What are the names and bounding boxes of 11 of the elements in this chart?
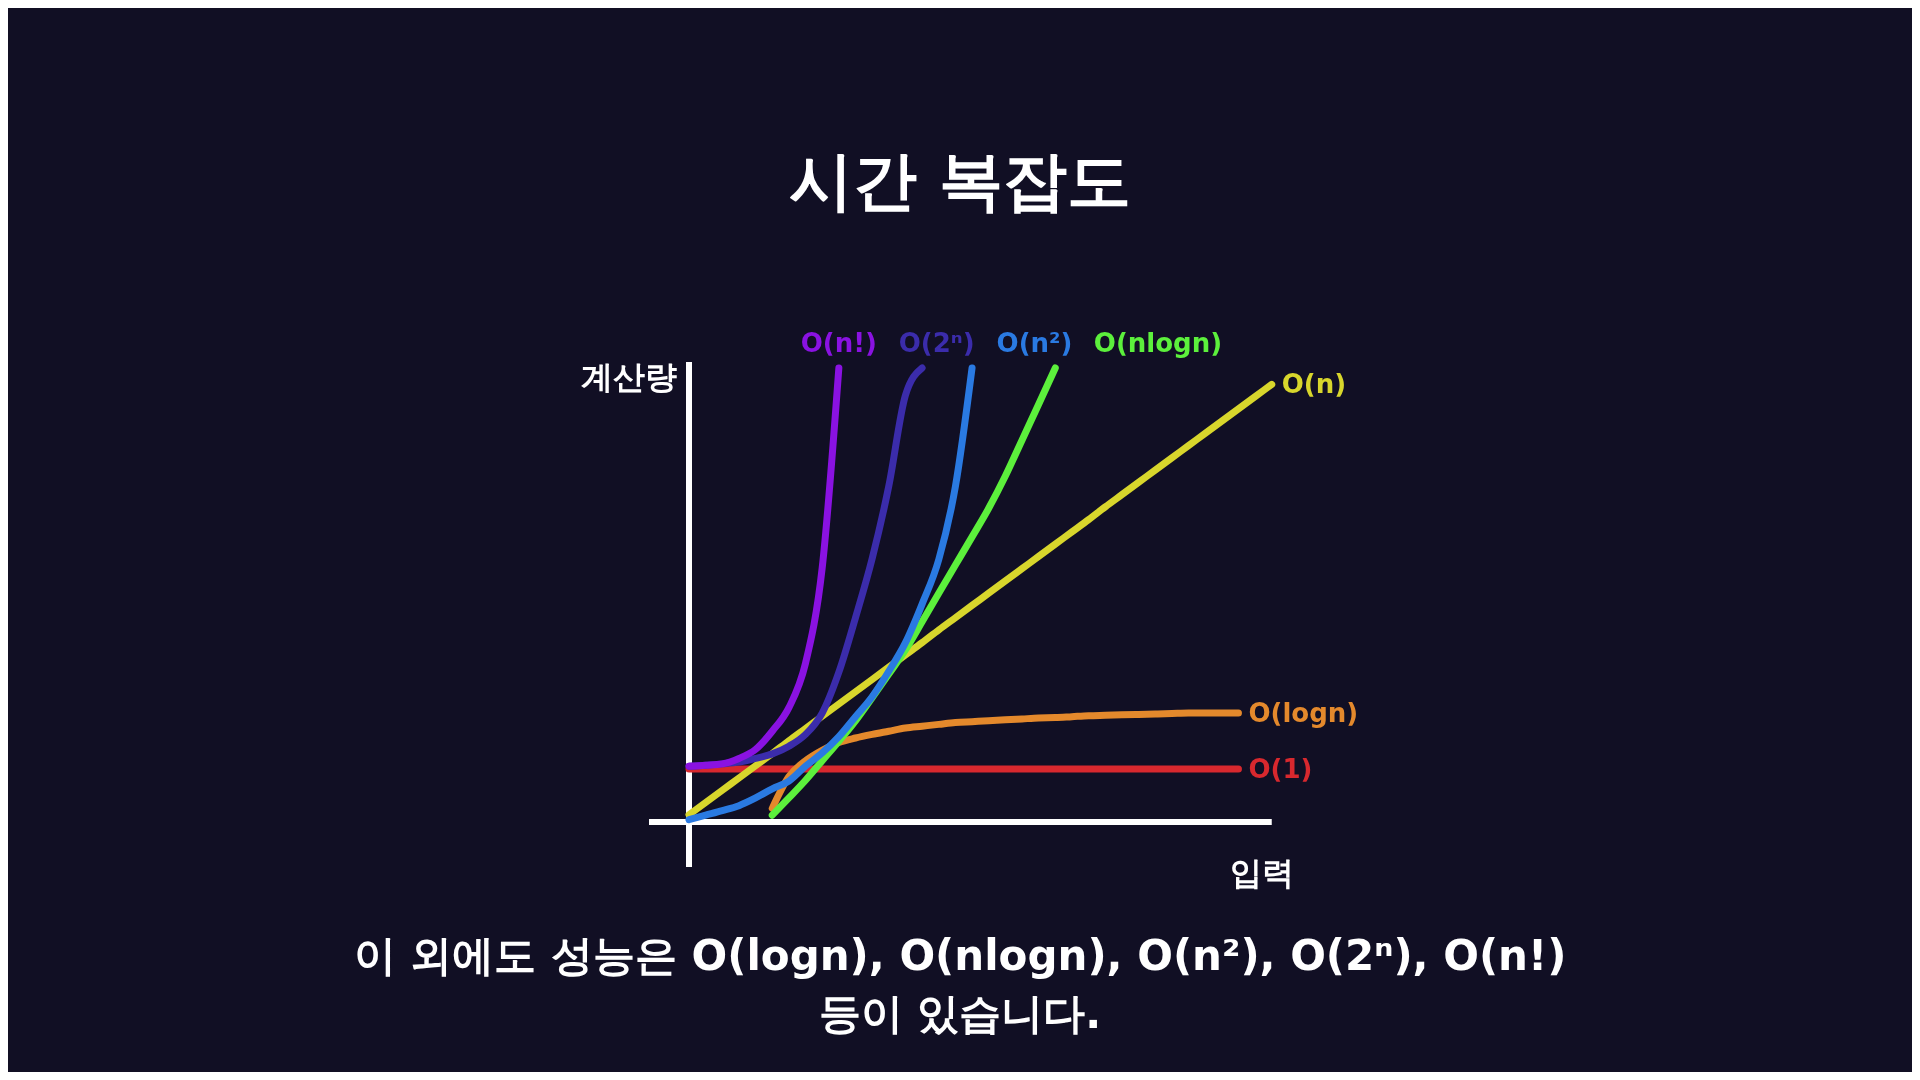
series-label: O(2ⁿ): [898, 328, 975, 358]
chart-title: 시간 복잡도: [788, 144, 1132, 218]
series-label: O(1): [1248, 753, 1313, 784]
series-label: O(n!): [800, 328, 877, 358]
x-axis-title: 입력: [1229, 854, 1294, 892]
series-label: O(logn): [1248, 698, 1359, 729]
series-label: O(n²): [996, 328, 1073, 358]
series-label: O(n): [1281, 369, 1347, 400]
series-label: O(nlogn): [1093, 328, 1223, 358]
text: 이 외에도 성능은 O(logn), O(nlogn), O(n²), O(2ⁿ), O(n!) 등이 있습니다.: [353, 931, 1567, 1038]
y-axis-title: 계산량: [581, 358, 677, 396]
